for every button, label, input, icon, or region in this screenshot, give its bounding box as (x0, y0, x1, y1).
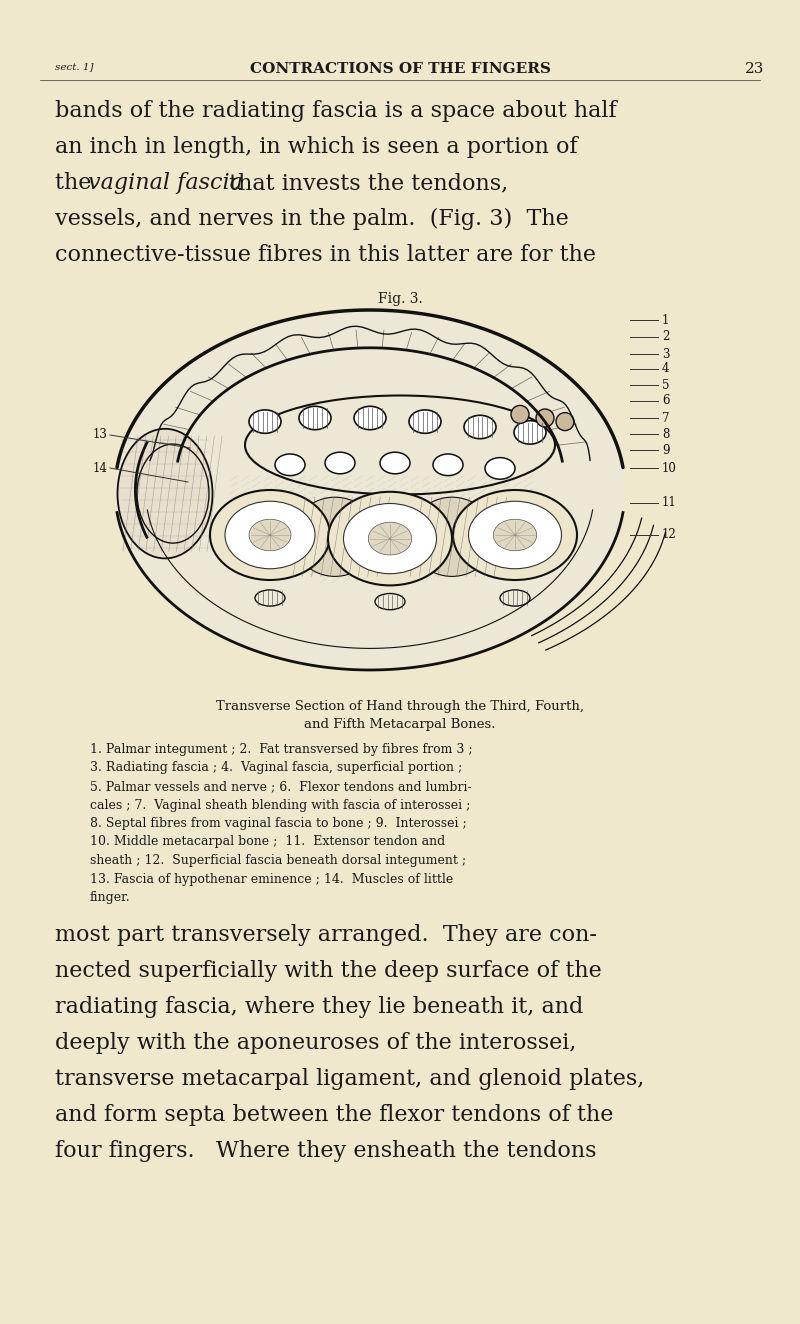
Ellipse shape (375, 593, 405, 609)
Text: vessels, and nerves in the palm.  (Fig. 3)  The: vessels, and nerves in the palm. (Fig. 3… (55, 208, 569, 230)
Text: connective-tissue fibres in this latter are for the: connective-tissue fibres in this latter … (55, 244, 596, 266)
Text: 1: 1 (662, 314, 670, 327)
Ellipse shape (464, 416, 496, 438)
Text: an inch in length, in which is seen a portion of: an inch in length, in which is seen a po… (55, 136, 578, 158)
Text: 6: 6 (662, 395, 670, 408)
Text: cales ; 7.  Vaginal sheath blending with fascia of interossei ;: cales ; 7. Vaginal sheath blending with … (90, 798, 470, 812)
Text: 10. Middle metacarpal bone ;  11.  Extensor tendon and: 10. Middle metacarpal bone ; 11. Extenso… (90, 835, 446, 849)
Ellipse shape (410, 498, 494, 576)
Ellipse shape (536, 409, 554, 428)
Text: 1. Palmar integument ; 2.  Fat transversed by fibres from 3 ;: 1. Palmar integument ; 2. Fat transverse… (90, 743, 473, 756)
Ellipse shape (380, 453, 410, 474)
Ellipse shape (255, 591, 285, 606)
Ellipse shape (469, 502, 562, 569)
Text: vaginal fascia: vaginal fascia (88, 172, 243, 195)
Text: 9: 9 (662, 444, 670, 457)
Ellipse shape (556, 413, 574, 430)
Text: 23: 23 (745, 62, 764, 75)
Ellipse shape (210, 490, 330, 580)
Text: bands of the radiating fascia is a space about half: bands of the radiating fascia is a space… (55, 101, 617, 122)
Text: sheath ; 12.  Superficial fascia beneath dorsal integument ;: sheath ; 12. Superficial fascia beneath … (90, 854, 466, 867)
Ellipse shape (249, 519, 291, 551)
Text: finger.: finger. (90, 891, 130, 904)
Ellipse shape (293, 498, 377, 576)
Text: transverse metacarpal ligament, and glenoid plates,: transverse metacarpal ligament, and glen… (55, 1068, 644, 1090)
Text: 7: 7 (662, 412, 670, 425)
Ellipse shape (433, 454, 463, 475)
Text: 8. Septal fibres from vaginal fascia to bone ; 9.  Interossei ;: 8. Septal fibres from vaginal fascia to … (90, 817, 466, 830)
Ellipse shape (368, 522, 412, 555)
Ellipse shape (328, 491, 452, 585)
Text: most part transversely arranged.  They are con-: most part transversely arranged. They ar… (55, 924, 597, 947)
Text: 2: 2 (662, 331, 670, 343)
Text: four fingers.   Where they ensheath the tendons: four fingers. Where they ensheath the te… (55, 1140, 597, 1162)
Text: that invests the tendons,: that invests the tendons, (222, 172, 508, 195)
Text: 3: 3 (662, 347, 670, 360)
Ellipse shape (485, 458, 515, 479)
Ellipse shape (494, 519, 537, 551)
Text: 3. Radiating fascia ; 4.  Vaginal fascia, superficial portion ;: 3. Radiating fascia ; 4. Vaginal fascia,… (90, 761, 462, 775)
Text: deeply with the aponeuroses of the interossei,: deeply with the aponeuroses of the inter… (55, 1031, 576, 1054)
Text: 13: 13 (93, 429, 108, 441)
Ellipse shape (249, 410, 281, 433)
Text: nected superficially with the deep surface of the: nected superficially with the deep surfa… (55, 960, 602, 982)
Ellipse shape (118, 429, 213, 559)
Ellipse shape (354, 406, 386, 430)
Text: radiating fascia, where they lie beneath it, and: radiating fascia, where they lie beneath… (55, 996, 583, 1018)
Ellipse shape (115, 310, 625, 670)
Ellipse shape (225, 502, 315, 569)
Ellipse shape (409, 410, 441, 433)
Text: 14: 14 (93, 462, 108, 474)
Ellipse shape (453, 490, 577, 580)
Text: 5: 5 (662, 379, 670, 392)
Text: sect. 1]: sect. 1] (55, 62, 94, 71)
Text: 8: 8 (662, 428, 670, 441)
Ellipse shape (500, 591, 530, 606)
Text: and form septa between the flexor tendons of the: and form septa between the flexor tendon… (55, 1104, 614, 1125)
Ellipse shape (275, 454, 305, 475)
Text: 5. Palmar vessels and nerve ; 6.  Flexor tendons and lumbri-: 5. Palmar vessels and nerve ; 6. Flexor … (90, 780, 472, 793)
Ellipse shape (514, 421, 546, 444)
Ellipse shape (325, 453, 355, 474)
Text: Fig. 3.: Fig. 3. (378, 293, 422, 306)
Text: 11: 11 (662, 496, 677, 510)
Text: Transverse Section of Hand through the Third, Fourth,: Transverse Section of Hand through the T… (216, 700, 584, 714)
Text: 13. Fascia of hypothenar eminence ; 14.  Muscles of little: 13. Fascia of hypothenar eminence ; 14. … (90, 873, 454, 886)
Ellipse shape (511, 405, 529, 424)
Ellipse shape (299, 406, 331, 430)
Ellipse shape (343, 503, 437, 573)
Text: 12: 12 (662, 528, 677, 542)
Text: 4: 4 (662, 363, 670, 376)
Text: 10: 10 (662, 462, 677, 474)
Text: the: the (55, 172, 98, 195)
Text: and Fifth Metacarpal Bones.: and Fifth Metacarpal Bones. (304, 718, 496, 731)
Text: CONTRACTIONS OF THE FINGERS: CONTRACTIONS OF THE FINGERS (250, 62, 550, 75)
